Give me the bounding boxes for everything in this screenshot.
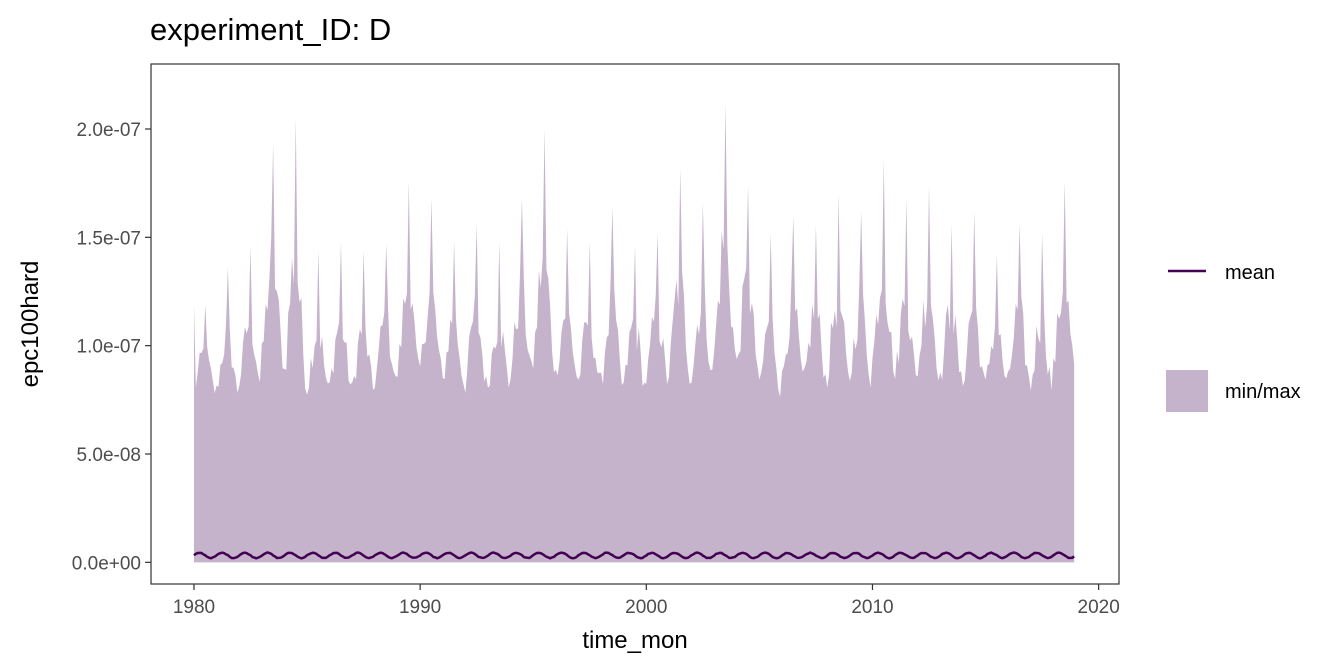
legend-mean-label: mean bbox=[1225, 262, 1275, 284]
x-tick-label: 1980 bbox=[173, 597, 215, 618]
legend-minmax-key bbox=[1166, 370, 1208, 412]
min-max-ribbon bbox=[193, 103, 1075, 563]
x-tick-label: 1990 bbox=[399, 597, 441, 618]
mean-line bbox=[193, 551, 1075, 560]
y-tick-label: 5.0e-08 bbox=[77, 445, 141, 466]
y-tick-label: 2.0e-07 bbox=[77, 120, 141, 141]
legend-minmax-label: min/max bbox=[1225, 381, 1301, 403]
y-axis-title: epc100hard bbox=[17, 261, 44, 388]
y-tick-label: 0.0e+00 bbox=[72, 553, 141, 574]
plot-title: experiment_ID: D bbox=[150, 12, 391, 47]
legend: mean min/max bbox=[1166, 262, 1301, 412]
y-tick-label: 1.5e-07 bbox=[77, 228, 141, 249]
x-axis-title: time_mon bbox=[582, 627, 687, 654]
x-tick-label: 2000 bbox=[625, 597, 667, 618]
x-axis: 1980 1990 2000 2010 2020 bbox=[173, 584, 1120, 618]
panel-border bbox=[150, 63, 1120, 585]
x-tick-label: 2020 bbox=[1078, 597, 1120, 618]
y-axis: 0.0e+00 5.0e-08 1.0e-07 1.5e-07 2.0e-07 bbox=[72, 120, 151, 574]
plot-area bbox=[150, 63, 1120, 585]
x-tick-label: 2010 bbox=[851, 597, 893, 618]
y-tick-label: 1.0e-07 bbox=[77, 337, 141, 358]
